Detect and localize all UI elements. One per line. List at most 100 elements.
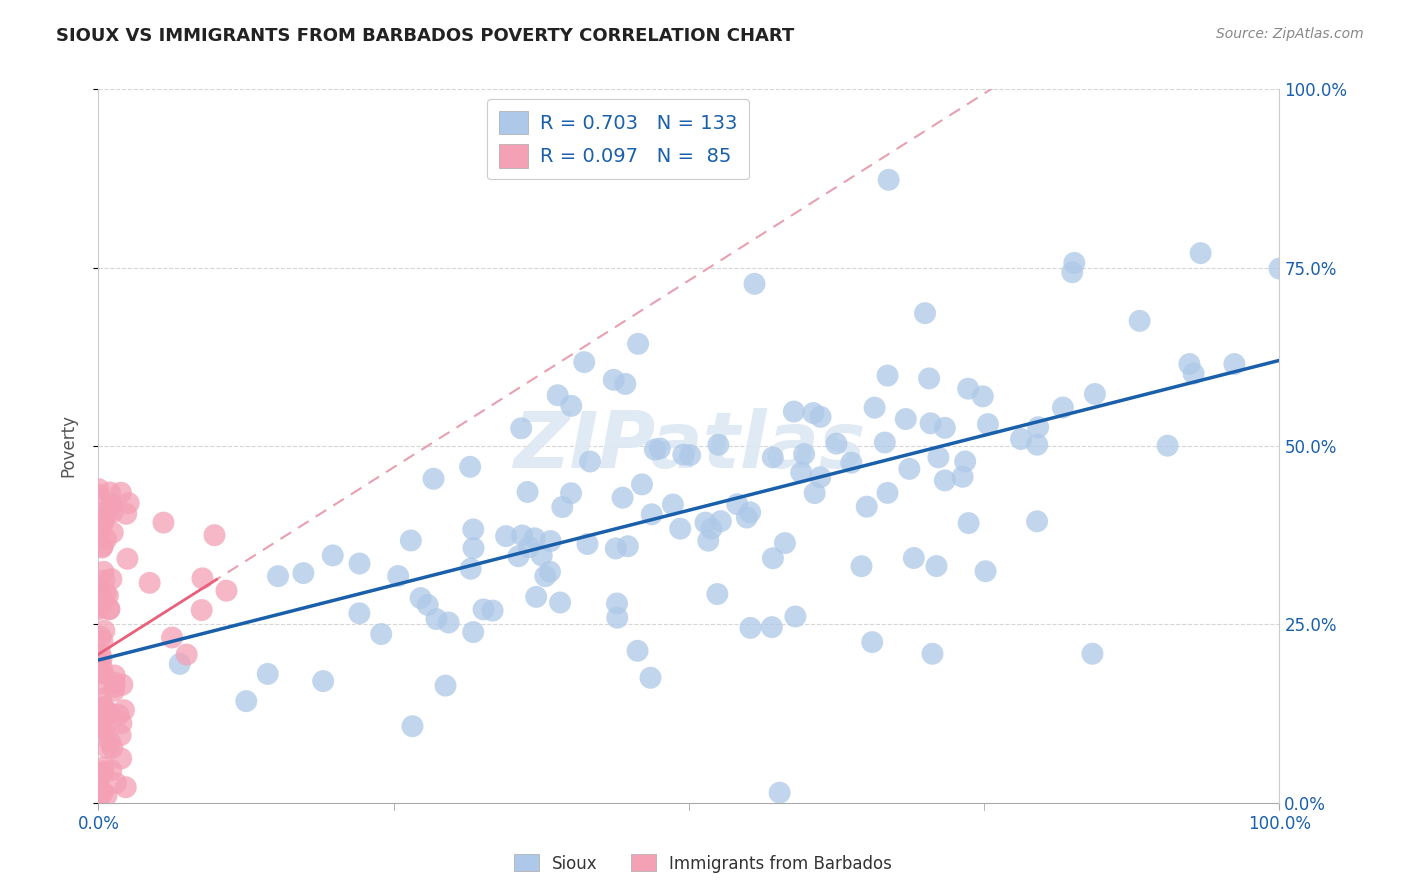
Point [463, 625, 485, 640]
Point [1081, 647, 1104, 661]
Point [101, 740, 124, 755]
Point [876, 486, 898, 500]
Point [523, 531, 546, 545]
Point [93, 701, 115, 715]
Point [91, 665, 114, 680]
Point [803, 486, 825, 500]
Point [90, 718, 112, 732]
Point [1129, 314, 1152, 328]
Point [576, 537, 599, 551]
Point [860, 635, 883, 649]
Point [256, 667, 278, 681]
Point [877, 173, 900, 187]
Point [560, 486, 582, 500]
Point [974, 564, 997, 578]
Point [98, 485, 121, 500]
Point [710, 514, 733, 528]
Point [1223, 357, 1246, 371]
Point [1010, 432, 1032, 446]
Point [762, 551, 785, 566]
Point [90, 647, 112, 661]
Point [91, 764, 114, 779]
Point [152, 516, 174, 530]
Point [98, 500, 121, 514]
Point [606, 611, 628, 625]
Point [91, 665, 114, 679]
Point [322, 549, 344, 563]
Text: Source: ZipAtlas.com: Source: ZipAtlas.com [1216, 27, 1364, 41]
Legend: Sioux, Immigrants from Barbados: Sioux, Immigrants from Barbados [508, 847, 898, 880]
Text: SIOUX VS IMMIGRANTS FROM BARBADOS POVERTY CORRELATION CHART: SIOUX VS IMMIGRANTS FROM BARBADOS POVERT… [56, 27, 794, 45]
Point [706, 587, 728, 601]
Point [547, 388, 569, 402]
Point [401, 719, 423, 733]
Point [934, 421, 956, 435]
Point [349, 607, 371, 621]
Point [118, 496, 141, 510]
Point [91, 700, 114, 714]
Point [579, 454, 602, 468]
Point [104, 668, 127, 682]
Point [215, 583, 238, 598]
Point [110, 751, 132, 765]
Point [101, 505, 124, 519]
Point [93, 512, 115, 526]
Point [952, 470, 974, 484]
Point [1084, 387, 1107, 401]
Point [91, 591, 114, 606]
Point [626, 644, 648, 658]
Point [740, 621, 762, 635]
Point [977, 417, 1000, 431]
Point [914, 306, 936, 320]
Point [94, 587, 117, 601]
Point [769, 786, 792, 800]
Point [110, 728, 132, 742]
Point [810, 409, 832, 424]
Point [90, 666, 112, 681]
Point [1063, 256, 1085, 270]
Point [98, 706, 121, 720]
Point [98, 602, 121, 616]
Point [825, 436, 848, 450]
Point [495, 529, 517, 543]
Point [90, 582, 112, 596]
Point [103, 683, 125, 698]
Point [87, 482, 110, 496]
Point [100, 572, 122, 586]
Point [548, 595, 571, 609]
Point [894, 412, 917, 426]
Point [387, 569, 409, 583]
Point [876, 368, 898, 383]
Text: ZIPatlas: ZIPatlas [513, 408, 865, 484]
Point [516, 485, 538, 500]
Point [90, 652, 112, 666]
Point [100, 497, 122, 511]
Point [1026, 514, 1049, 528]
Point [90, 661, 112, 675]
Point [617, 539, 640, 553]
Point [606, 597, 628, 611]
Point [458, 459, 481, 474]
Point [534, 569, 557, 583]
Point [551, 500, 574, 514]
Point [740, 505, 762, 519]
Point [96, 508, 118, 522]
Point [138, 575, 160, 590]
Point [540, 534, 562, 549]
Point [91, 541, 114, 555]
Point [107, 708, 129, 723]
Point [762, 450, 785, 465]
Point [96, 705, 118, 719]
Point [434, 679, 457, 693]
Point [614, 376, 637, 391]
Point [87, 580, 110, 594]
Point [93, 723, 115, 738]
Point [524, 590, 547, 604]
Point [679, 448, 702, 462]
Point [863, 401, 886, 415]
Point [96, 533, 118, 547]
Point [105, 776, 128, 790]
Point [918, 371, 941, 385]
Point [89, 677, 111, 691]
Point [235, 694, 257, 708]
